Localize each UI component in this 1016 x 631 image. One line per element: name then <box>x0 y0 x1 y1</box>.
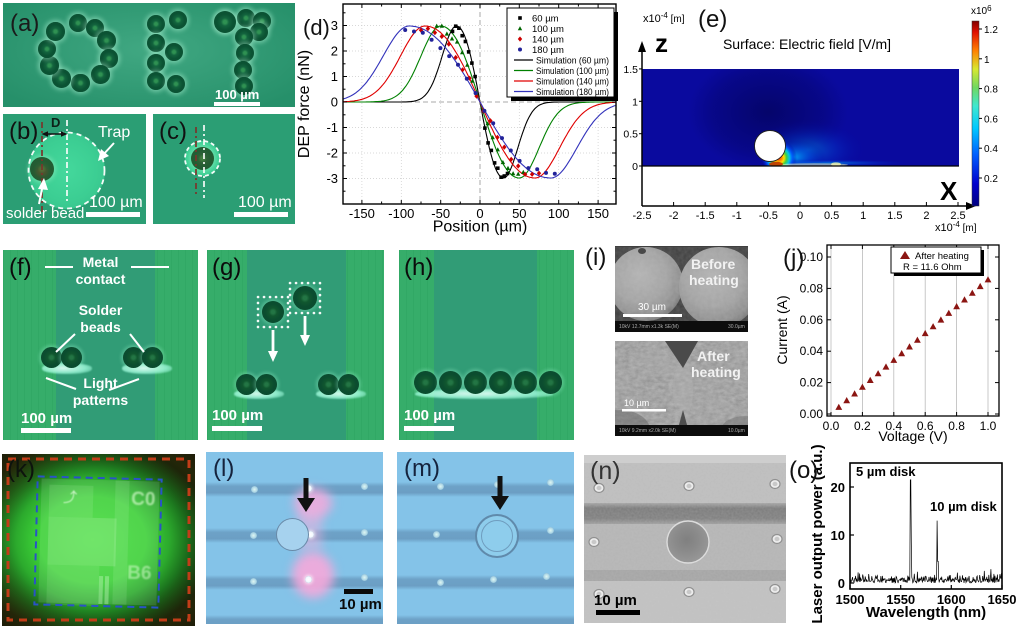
svg-text:180 µm: 180 µm <box>532 45 564 56</box>
svg-text:0.6: 0.6 <box>917 419 934 433</box>
svg-text:Wavelength (nm): Wavelength (nm) <box>866 604 986 621</box>
svg-text:150: 150 <box>587 206 609 221</box>
svg-text:DEP force (nN): DEP force (nN) <box>296 50 313 158</box>
svg-text:50: 50 <box>512 206 526 221</box>
svg-text:-0.5: -0.5 <box>759 210 778 222</box>
svg-text:0.02: 0.02 <box>800 376 824 390</box>
svg-text:Voltage (V): Voltage (V) <box>878 428 947 444</box>
svg-text:30.0µm: 30.0µm <box>728 324 745 330</box>
svg-text:1.2: 1.2 <box>984 25 998 36</box>
svg-text:5 µm disk: 5 µm disk <box>856 464 916 479</box>
svg-text:0.2: 0.2 <box>854 419 871 433</box>
svg-text:x10-4 [m]: x10-4 [m] <box>643 11 685 25</box>
svg-text:Simulation (60 µm): Simulation (60 µm) <box>536 56 609 67</box>
svg-text:1.0: 1.0 <box>980 419 997 433</box>
svg-text:-2.5: -2.5 <box>633 210 652 222</box>
svg-text:-1.5: -1.5 <box>696 210 715 222</box>
svg-text:0.6: 0.6 <box>984 114 998 125</box>
svg-text:2: 2 <box>923 210 929 222</box>
svg-text:-2: -2 <box>669 210 679 222</box>
svg-text:1.5: 1.5 <box>623 64 638 76</box>
svg-text:0: 0 <box>632 161 638 173</box>
svg-text:(j): (j) <box>783 245 804 272</box>
svg-text:0.0: 0.0 <box>823 419 840 433</box>
svg-text:1: 1 <box>632 96 638 108</box>
svg-text:0.04: 0.04 <box>800 344 824 358</box>
svg-text:0.5: 0.5 <box>824 210 839 222</box>
svg-text:0.8: 0.8 <box>948 419 965 433</box>
svg-text:10 µm disk: 10 µm disk <box>930 499 998 514</box>
svg-text:1500: 1500 <box>836 592 865 607</box>
svg-text:(d): (d) <box>303 15 330 40</box>
svg-text:R = 11.6 Ohm: R = 11.6 Ohm <box>903 262 962 273</box>
svg-text:Surface: Electric field [V/m]: Surface: Electric field [V/m] <box>723 36 891 52</box>
svg-text:0.06: 0.06 <box>800 313 824 327</box>
svg-text:60 µm: 60 µm <box>532 14 559 25</box>
svg-text:Before: Before <box>691 256 736 272</box>
svg-text:0: 0 <box>838 576 845 591</box>
svg-text:Simulation (100 µm): Simulation (100 µm) <box>536 66 609 77</box>
svg-text:After: After <box>697 348 730 364</box>
svg-text:-50: -50 <box>431 206 450 221</box>
svg-text:-2: -2 <box>326 146 338 161</box>
svg-text:1650: 1650 <box>988 592 1016 607</box>
svg-text:-3: -3 <box>326 171 338 186</box>
svg-text:-1: -1 <box>326 120 338 135</box>
svg-text:0: 0 <box>331 95 338 110</box>
svg-text:Laser output power (a.u.): Laser output power (a.u.) <box>809 445 826 624</box>
svg-text:Position (µm): Position (µm) <box>433 219 528 236</box>
svg-text:100 µm: 100 µm <box>532 24 564 35</box>
svg-text:10: 10 <box>831 528 845 543</box>
svg-text:0.2: 0.2 <box>984 174 998 185</box>
svg-text:30 µm: 30 µm <box>638 302 666 313</box>
svg-text:-150: -150 <box>349 206 375 221</box>
svg-text:0.00: 0.00 <box>800 407 824 421</box>
svg-text:10.0µm: 10.0µm <box>728 428 745 434</box>
svg-text:1: 1 <box>860 210 866 222</box>
svg-text:10 µm: 10 µm <box>594 592 637 609</box>
svg-text:heating: heating <box>691 364 741 380</box>
svg-text:100: 100 <box>548 206 570 221</box>
svg-text:1550: 1550 <box>886 592 915 607</box>
svg-text:(o): (o) <box>789 457 818 484</box>
svg-text:1: 1 <box>331 69 338 84</box>
svg-text:10kV 9.2mm x2.0k SE(M): 10kV 9.2mm x2.0k SE(M) <box>619 428 676 434</box>
svg-text:x106: x106 <box>971 4 992 17</box>
svg-text:z: z <box>655 28 668 58</box>
svg-text:10 µm: 10 µm <box>624 398 649 408</box>
svg-text:140 µm: 140 µm <box>532 35 564 46</box>
svg-text:0.4: 0.4 <box>984 144 998 155</box>
svg-text:2.5: 2.5 <box>950 210 965 222</box>
svg-text:10kV 12.7mm x1.3k SE(M): 10kV 12.7mm x1.3k SE(M) <box>619 324 679 330</box>
svg-text:Current (A): Current (A) <box>774 295 790 364</box>
svg-text:After heating: After heating <box>915 251 969 262</box>
svg-text:1.5: 1.5 <box>887 210 902 222</box>
svg-text:1600: 1600 <box>937 592 966 607</box>
svg-text:2: 2 <box>331 44 338 59</box>
svg-text:-100: -100 <box>388 206 414 221</box>
svg-text:0.08: 0.08 <box>800 281 824 295</box>
svg-text:(i): (i) <box>585 244 606 271</box>
svg-text:Simulation (180 µm): Simulation (180 µm) <box>536 87 609 98</box>
svg-text:-1: -1 <box>732 210 742 222</box>
svg-text:0.10: 0.10 <box>800 250 824 264</box>
svg-text:(e): (e) <box>698 6 727 33</box>
svg-text:0.8: 0.8 <box>984 85 998 96</box>
svg-text:0: 0 <box>476 206 483 221</box>
svg-text:20: 20 <box>831 480 845 495</box>
svg-text:X: X <box>940 176 958 206</box>
svg-text:heating: heating <box>689 272 739 288</box>
svg-text:0.5: 0.5 <box>623 129 638 141</box>
svg-text:Simulation (140 µm): Simulation (140 µm) <box>536 77 609 88</box>
svg-text:(n): (n) <box>590 457 621 485</box>
svg-text:x10-4 [m]: x10-4 [m] <box>935 220 977 234</box>
svg-text:0.4: 0.4 <box>885 419 902 433</box>
svg-text:1: 1 <box>984 55 990 66</box>
svg-text:3: 3 <box>331 18 338 33</box>
svg-text:0: 0 <box>797 210 803 222</box>
